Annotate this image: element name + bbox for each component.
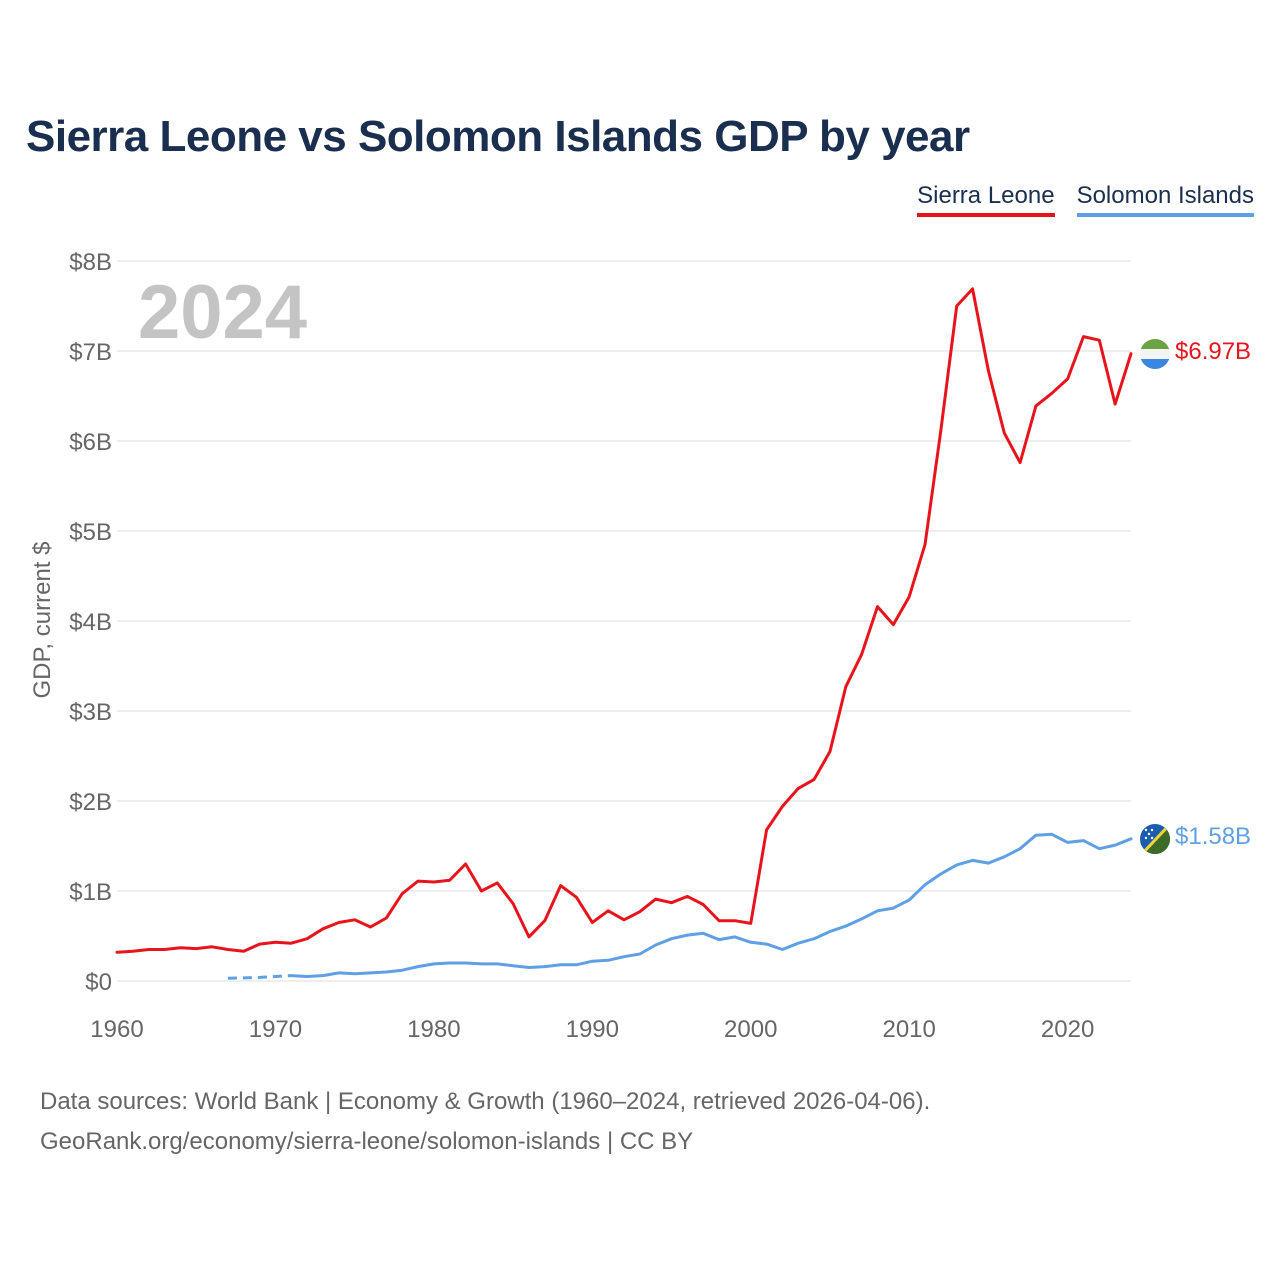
series-line-solomon-islands xyxy=(289,832,1133,978)
y-tick-label: $3B xyxy=(69,699,112,726)
source-line-1: Data sources: World Bank | Economy & Gro… xyxy=(40,1088,931,1115)
y-tick-label: $0 xyxy=(85,969,112,996)
legend-item-sierra-leone[interactable]: Sierra Leone xyxy=(917,182,1055,217)
source-note: Data sources: World Bank | Economy & Gro… xyxy=(40,1082,930,1162)
x-tick-label: 2000 xyxy=(724,1016,777,1043)
end-label-solomon-islands: $1.58B xyxy=(1175,823,1251,850)
sierra-leone-flag-icon xyxy=(1140,339,1170,369)
x-tick-label: 1980 xyxy=(407,1016,460,1043)
x-tick-label: 2020 xyxy=(1041,1016,1094,1043)
x-tick-label: 2010 xyxy=(882,1016,935,1043)
y-tick-label: $8B xyxy=(69,249,112,276)
y-tick-label: $7B xyxy=(69,339,112,366)
year-watermark: 2024 xyxy=(138,270,307,355)
x-tick-label: 1960 xyxy=(90,1016,143,1043)
y-axis-label: GDP, current $ xyxy=(29,542,56,699)
legend: Sierra Leone Solomon Islands xyxy=(917,182,1254,217)
y-tick-label: $1B xyxy=(69,879,112,906)
page-title: Sierra Leone vs Solomon Islands GDP by y… xyxy=(26,112,970,161)
y-tick-label: $5B xyxy=(69,519,112,546)
x-tick-label: 1970 xyxy=(249,1016,302,1043)
source-link[interactable]: GeoRank.org/economy/sierra-leone/solomon… xyxy=(40,1128,694,1155)
series-line-sierra-leone xyxy=(115,287,1133,954)
y-tick-label: $6B xyxy=(69,429,112,456)
y-tick-label: $4B xyxy=(69,609,112,636)
legend-item-solomon-islands[interactable]: Solomon Islands xyxy=(1076,182,1254,217)
end-label-sierra-leone: $6.97B xyxy=(1175,338,1251,365)
series-line-solomon-islands-dashed xyxy=(227,974,292,980)
x-tick-label: 1990 xyxy=(566,1016,619,1043)
y-tick-label: $2B xyxy=(69,789,112,816)
solomon-islands-flag-icon xyxy=(1140,824,1170,854)
